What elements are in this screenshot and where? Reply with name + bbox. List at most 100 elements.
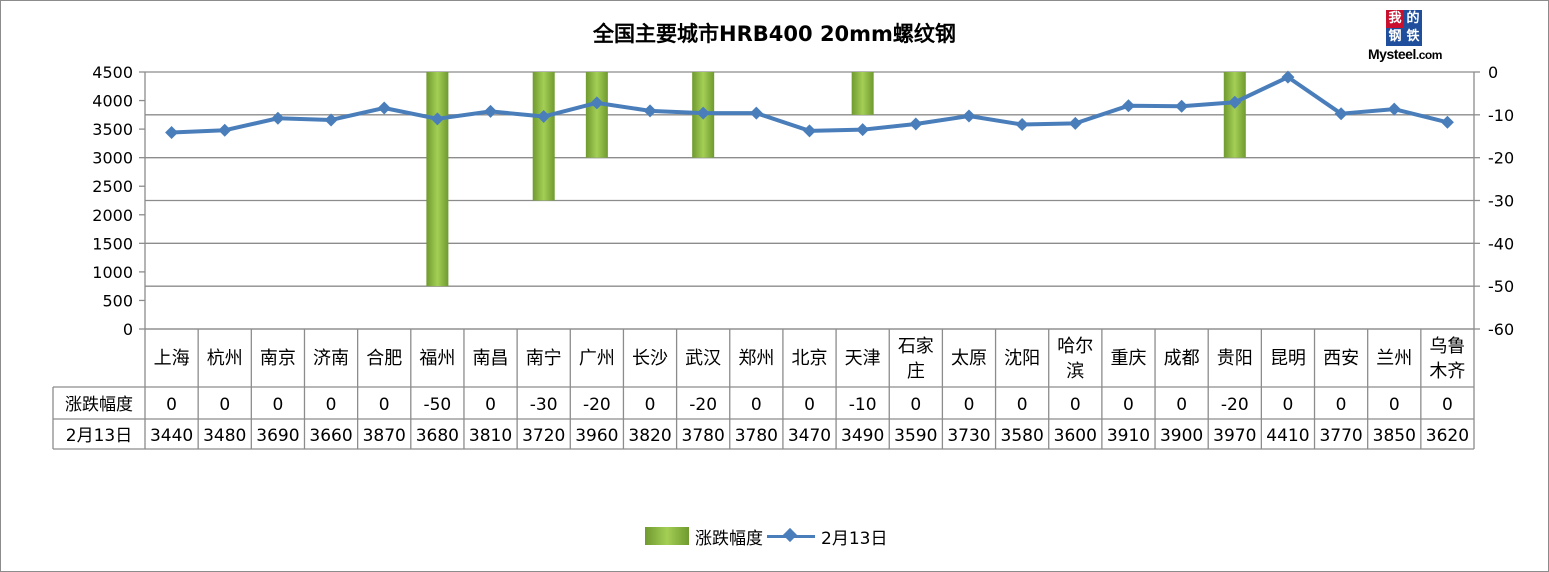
- bar-贵阳: [1223, 72, 1246, 158]
- category-label: 郑州: [738, 348, 774, 369]
- table-cell-change: 0: [485, 395, 496, 415]
- y-right-tick-label: -60: [1488, 320, 1514, 339]
- table-cell-change: 0: [1442, 395, 1453, 415]
- y-left-tick-label: 4500: [92, 63, 133, 82]
- y-left-tick-label: 2000: [92, 206, 133, 225]
- table-cell-change: 0: [1017, 395, 1028, 415]
- table-cell-price: 3850: [1373, 426, 1416, 446]
- category-label: 杭州: [207, 348, 243, 369]
- point-郑州: [749, 106, 763, 120]
- table-cell-price: 3600: [1054, 426, 1097, 446]
- category-label: 南宁: [526, 348, 562, 369]
- table-cell-change: 0: [1070, 395, 1081, 415]
- bar-天津: [851, 72, 874, 115]
- table-cell-change: 0: [1336, 395, 1347, 415]
- table-cell-change: -30: [530, 395, 558, 415]
- table-cell-price: 3960: [575, 426, 618, 446]
- logo-brand-name: Mysteel: [1368, 46, 1416, 62]
- table-cell-price: 3810: [469, 426, 512, 446]
- logo-char-1: 我: [1386, 10, 1404, 28]
- category-label: 福州: [419, 348, 455, 369]
- logo-char-2: 的: [1404, 10, 1422, 28]
- y-left-tick-label: 4000: [92, 92, 133, 111]
- point-贵阳: [1228, 95, 1242, 109]
- category-label: 哈尔: [1057, 336, 1093, 357]
- point-广州: [590, 96, 604, 110]
- category-label: 昆明: [1270, 348, 1306, 369]
- mysteel-logo: 我 的 钢 铁 Mysteel.com: [1368, 10, 1460, 64]
- point-南京: [271, 111, 285, 125]
- category-label: 庄: [907, 361, 925, 382]
- table-cell-change: -20: [583, 395, 611, 415]
- category-label: 广州: [579, 348, 615, 369]
- point-天津: [856, 123, 870, 137]
- y-right-tick-label: -40: [1488, 234, 1514, 253]
- table-cell-change: -20: [1221, 395, 1249, 415]
- category-label: 太原: [951, 348, 987, 369]
- point-乌鲁木齐: [1440, 115, 1454, 129]
- category-label: 西安: [1323, 348, 1359, 369]
- table-cell-change: 0: [1389, 395, 1400, 415]
- table-cell-price: 3770: [1319, 426, 1362, 446]
- category-label: 成都: [1164, 348, 1200, 369]
- point-合肥: [377, 101, 391, 115]
- legend-line-label: 2月13日: [821, 528, 888, 549]
- point-重庆: [1121, 99, 1135, 113]
- y-right-tick-label: 0: [1488, 63, 1498, 82]
- table-cell-price: 3440: [150, 426, 193, 446]
- y-left-tick-label: 2500: [92, 177, 133, 196]
- point-长沙: [643, 104, 657, 118]
- table-cell-price: 3900: [1160, 426, 1203, 446]
- table-row-header-date: 2月13日: [66, 426, 132, 446]
- gridlines: [145, 71, 1474, 330]
- table-cell-price: 3690: [256, 426, 299, 446]
- point-南昌: [484, 104, 498, 118]
- table-cell-price: 3480: [203, 426, 246, 446]
- category-label: 石家: [898, 336, 934, 357]
- point-南宁: [537, 110, 551, 124]
- legend-bar-swatch: [645, 527, 689, 545]
- point-北京: [803, 124, 816, 138]
- logo-brand: Mysteel.com: [1368, 46, 1442, 62]
- point-昆明: [1281, 70, 1295, 84]
- y-right-tick-label: -10: [1488, 106, 1514, 125]
- table-cell-change: 0: [964, 395, 975, 415]
- table-cell-change: 0: [1283, 395, 1294, 415]
- table-cell-price: 3780: [735, 426, 778, 446]
- table-cell-price: 3620: [1426, 426, 1469, 446]
- point-石家庄: [909, 117, 923, 131]
- category-label: 南京: [260, 348, 296, 369]
- table-cell-change: 0: [326, 395, 337, 415]
- category-label: 兰州: [1376, 348, 1412, 369]
- point-福州: [430, 112, 444, 126]
- bar-广州: [585, 72, 608, 158]
- table-cell-price: 3590: [894, 426, 937, 446]
- table-cell-change: -50: [423, 395, 451, 415]
- y-left-tick-label: 1500: [92, 234, 133, 253]
- category-label: 天津: [845, 348, 881, 369]
- category-label: 沈阳: [1004, 348, 1040, 369]
- category-label: 武汉: [685, 348, 721, 369]
- category-label: 南昌: [473, 348, 509, 369]
- category-label: 重庆: [1110, 348, 1146, 369]
- y-right-tick-label: -50: [1488, 277, 1514, 296]
- bar-series: [426, 72, 1246, 287]
- table-cell-price: 3470: [788, 426, 831, 446]
- y-left-tick-label: 500: [102, 291, 133, 310]
- category-label: 长沙: [632, 348, 668, 369]
- table-cell-change: 0: [1123, 395, 1134, 415]
- point-成都: [1175, 99, 1189, 113]
- table-cell-change: 0: [219, 395, 230, 415]
- table-cell-change: 0: [272, 395, 283, 415]
- category-label: 滨: [1066, 361, 1084, 382]
- table-cell-price: 3580: [1001, 426, 1044, 446]
- axes: 0 500 1000 1500 2000 2500 3000 3500 4000 4500 0 -10…: [92, 63, 1514, 339]
- table-cell-price: 3910: [1107, 426, 1150, 446]
- category-label: 木齐: [1429, 361, 1465, 382]
- bar-南宁: [532, 72, 555, 201]
- point-沈阳: [1015, 118, 1029, 132]
- table-cell-change: 0: [804, 395, 815, 415]
- point-济南: [324, 113, 338, 127]
